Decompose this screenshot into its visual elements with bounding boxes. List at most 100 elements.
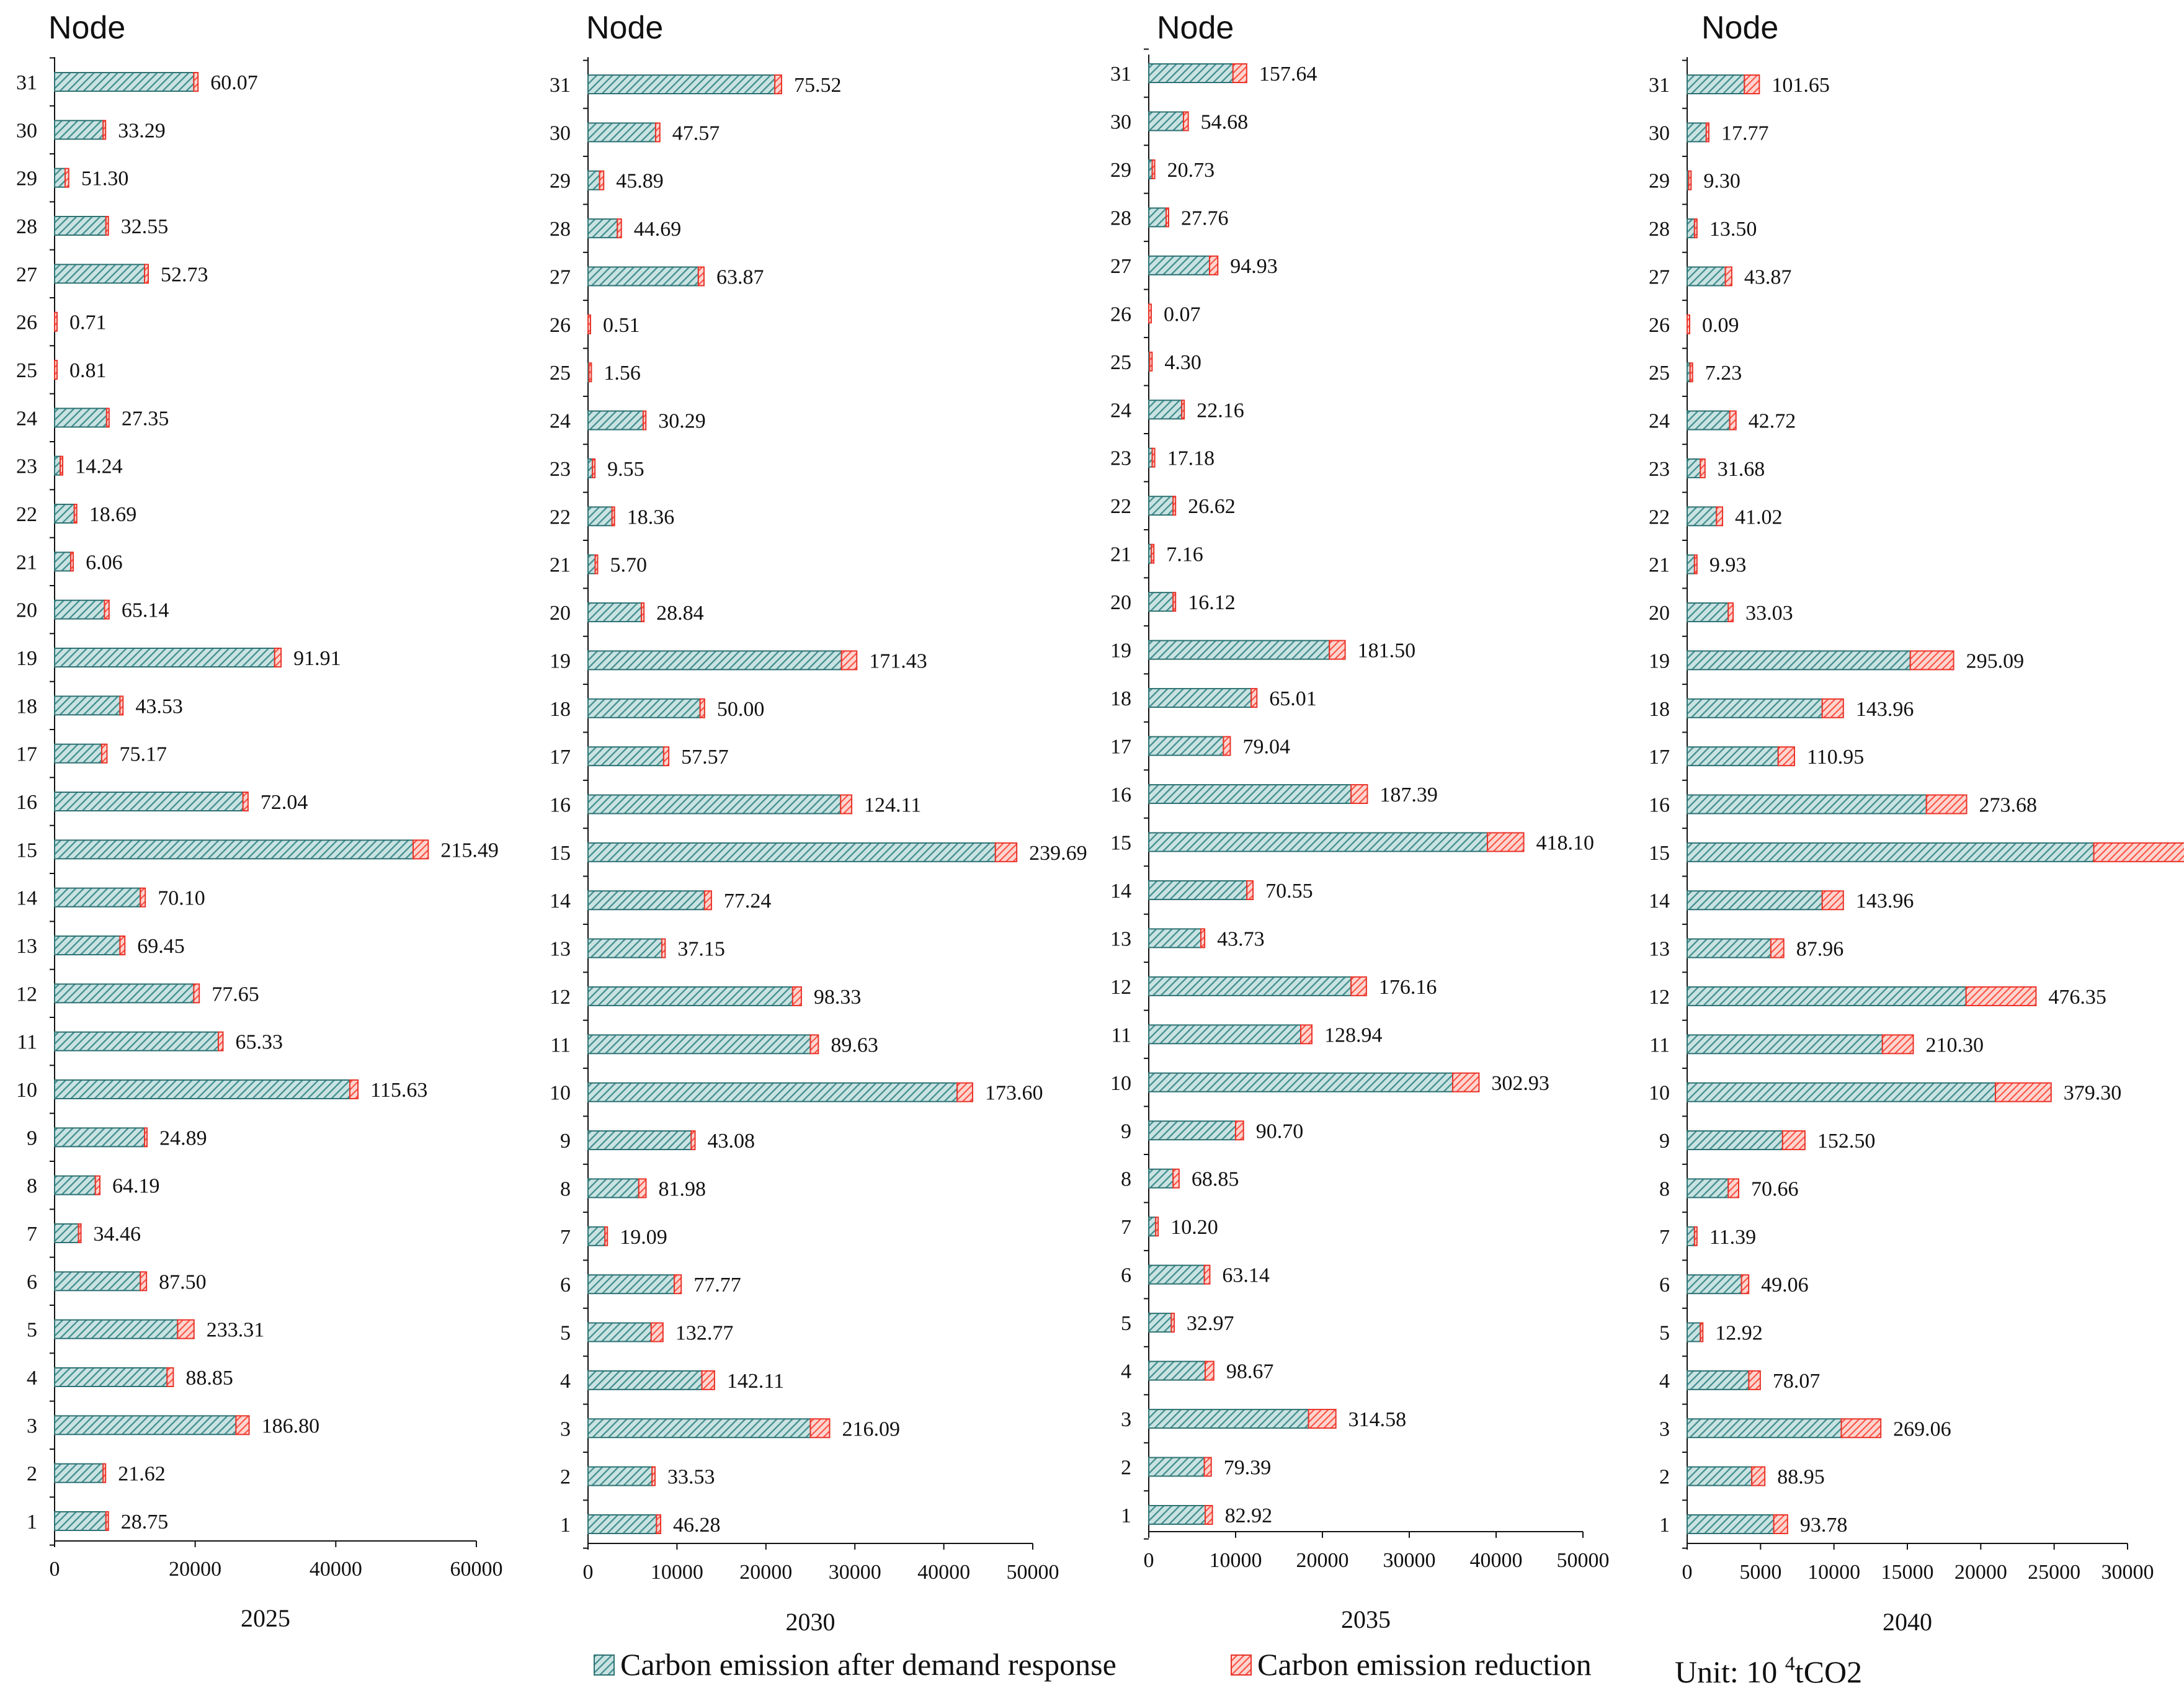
- y-tick-label: 24: [1110, 399, 1131, 422]
- data-label: 27.35: [122, 407, 169, 430]
- data-label: 0.07: [1164, 303, 1201, 326]
- data-label: 132.77: [675, 1322, 734, 1345]
- bar-after-response: [587, 218, 618, 239]
- bar-reduction: [65, 167, 69, 188]
- x-axis-title: 2030: [786, 1608, 836, 1636]
- y-tick-label: 14: [1110, 880, 1131, 903]
- data-label: 98.33: [814, 986, 862, 1009]
- bar-after-response: [1148, 400, 1183, 420]
- bar-reduction: [1487, 832, 1525, 852]
- bar-after-response: [1148, 1217, 1157, 1237]
- bar-reduction: [412, 839, 429, 860]
- y-tick-label: 24: [550, 410, 571, 433]
- data-label: 157.64: [1259, 63, 1317, 86]
- y-tick-label: 10: [16, 1079, 37, 1102]
- y-tick-label: 25: [16, 359, 37, 382]
- y-axis-title: Node: [1701, 10, 1778, 46]
- bar-reduction: [641, 602, 645, 623]
- data-label: 32.97: [1187, 1312, 1234, 1335]
- bar-reduction: [1965, 986, 2037, 1006]
- bar-reduction: [1741, 1274, 1750, 1295]
- bar-after-response: [54, 1367, 168, 1387]
- bar-reduction: [105, 216, 109, 236]
- bar-after-response: [587, 170, 600, 190]
- data-label: 63.14: [1222, 1264, 1270, 1287]
- x-tick-label: 40000: [917, 1561, 970, 1584]
- bar-reduction: [1172, 1168, 1180, 1189]
- data-label: 1.56: [604, 362, 641, 385]
- bar-after-response: [54, 1463, 104, 1483]
- y-tick-label: 29: [16, 167, 37, 190]
- data-label: 79.04: [1242, 736, 1290, 759]
- data-label: 20.73: [1167, 159, 1215, 182]
- bar-reduction: [1232, 63, 1247, 83]
- y-tick-label: 5: [27, 1319, 37, 1342]
- data-label: 418.10: [1536, 831, 1595, 854]
- y-tick-label: 29: [550, 170, 571, 193]
- data-label: 52.73: [161, 263, 208, 286]
- y-tick-label: 8: [560, 1177, 571, 1200]
- y-tick-label: 24: [1649, 410, 1670, 433]
- data-label: 70.66: [1751, 1177, 1799, 1200]
- y-tick-label: 23: [550, 458, 571, 481]
- data-label: 43.53: [135, 695, 183, 718]
- bar-reduction: [703, 890, 712, 911]
- y-tick-label: 23: [1649, 458, 1670, 481]
- legend-label-reduction: Carbon emission reduction: [1257, 1647, 1592, 1682]
- bar-reduction: [690, 1130, 696, 1151]
- y-tick-label: 7: [1659, 1226, 1670, 1249]
- bar-after-response: [1687, 554, 1695, 574]
- y-tick-label: 26: [1110, 303, 1131, 326]
- bar-after-response: [54, 887, 141, 908]
- bar-after-response: [587, 842, 996, 862]
- x-tick-label: 50000: [1007, 1561, 1059, 1584]
- bar-reduction: [604, 1226, 608, 1246]
- y-tick-label: 3: [1659, 1418, 1670, 1440]
- bar-after-response: [587, 650, 842, 671]
- bar-after-response: [54, 743, 102, 764]
- y-tick-label: 11: [550, 1034, 571, 1056]
- y-tick-label: 10: [550, 1082, 571, 1105]
- y-tick-label: 10: [1649, 1082, 1670, 1105]
- data-label: 18.36: [627, 506, 675, 529]
- y-tick-label: 21: [1110, 543, 1131, 566]
- y-tick-label: 5: [1121, 1312, 1131, 1335]
- data-label: 70.55: [1265, 880, 1313, 903]
- bar-reduction: [1700, 1322, 1704, 1342]
- data-label: 101.65: [1772, 74, 1830, 97]
- bar-reduction: [1151, 447, 1156, 468]
- bar-after-response: [587, 794, 842, 815]
- y-tick-label: 27: [16, 263, 37, 286]
- y-tick-label: 4: [27, 1367, 37, 1390]
- y-axis-title: Node: [1157, 10, 1234, 46]
- legend: Carbon emission after demand response Ca…: [594, 1647, 1862, 1689]
- data-label: 9.55: [607, 458, 644, 481]
- bar-reduction: [102, 120, 107, 140]
- data-label: 47.57: [672, 122, 720, 145]
- y-tick-label: 7: [560, 1226, 571, 1249]
- bar-after-response: [54, 792, 244, 811]
- bar-after-response: [587, 506, 613, 527]
- y-tick-label: 30: [16, 119, 37, 142]
- data-label: 60.07: [210, 71, 258, 94]
- bar-after-response: [587, 1178, 640, 1199]
- y-tick-label: 30: [1110, 110, 1131, 133]
- y-tick-label: 13: [550, 938, 571, 961]
- x-axis-title: 2035: [1341, 1605, 1391, 1633]
- y-tick-label: 19: [550, 650, 571, 672]
- data-label: 295.09: [1966, 650, 2025, 672]
- data-label: 0.51: [603, 314, 640, 337]
- y-tick-label: 29: [1649, 170, 1670, 193]
- y-tick-label: 30: [1649, 122, 1670, 145]
- y-tick-label: 19: [1110, 640, 1131, 663]
- y-tick-label: 3: [1121, 1408, 1131, 1431]
- bar-reduction: [699, 698, 705, 718]
- y-tick-label: 1: [1659, 1514, 1670, 1537]
- bar-reduction: [1700, 458, 1706, 478]
- bar-after-response: [54, 983, 195, 1004]
- data-label: 0.71: [69, 311, 107, 334]
- y-tick-label: 5: [1659, 1322, 1670, 1345]
- y-tick-label: 21: [16, 551, 37, 574]
- bar-reduction: [809, 1034, 819, 1055]
